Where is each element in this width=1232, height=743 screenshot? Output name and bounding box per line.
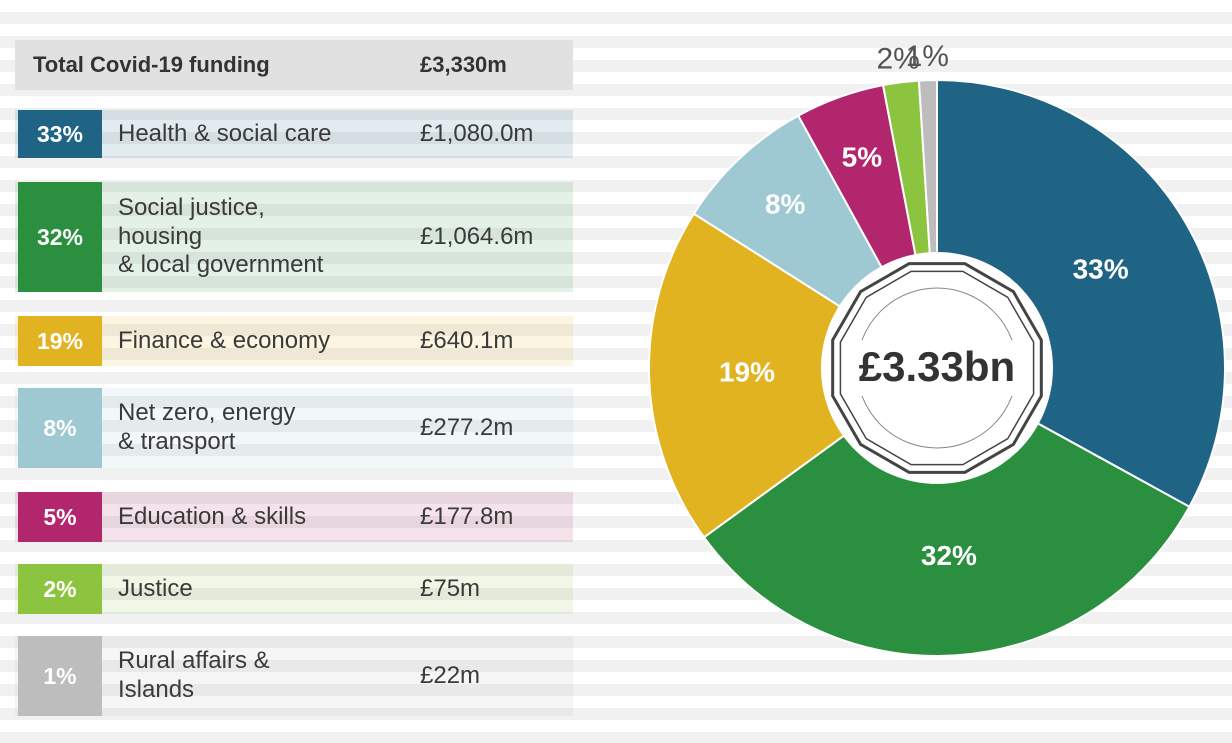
table-header: Total Covid-19 funding £3,330m xyxy=(15,40,573,90)
percent-badge: 5% xyxy=(18,492,102,542)
percent-badge: 8% xyxy=(18,388,102,468)
table-row: 5% Education & skills £177.8m xyxy=(15,492,573,542)
center-label: £3.33bn xyxy=(859,343,1015,390)
category-name: Finance & economy xyxy=(118,326,331,354)
percent-badge: 1% xyxy=(18,636,102,716)
percent-badge: 19% xyxy=(18,316,102,366)
slice-label: 19% xyxy=(719,356,775,387)
amount: £277.2m xyxy=(420,414,514,441)
pie-slice xyxy=(702,366,1191,657)
funding-table: Total Covid-19 funding £3,330m 33% Health… xyxy=(0,0,600,743)
percent-badge: 33% xyxy=(18,110,102,158)
row-background xyxy=(15,492,573,542)
table-row: 19% Finance & economy £640.1m xyxy=(15,316,573,366)
category-name: Health & social care xyxy=(118,119,332,147)
percent-badge: 32% xyxy=(18,182,102,292)
percent-badge: 2% xyxy=(18,564,102,614)
category-name: Net zero, energy & transport xyxy=(118,399,296,455)
slice-label: 33% xyxy=(1073,254,1129,285)
slice-label: 2% xyxy=(876,42,919,75)
header-label: Total Covid-19 funding xyxy=(33,51,270,77)
table-row: 2% Justice £75m xyxy=(15,564,573,614)
row-background xyxy=(15,636,573,716)
table-row: 1% Rural affairs & Islands £22m xyxy=(15,636,573,716)
slice-label: 1% xyxy=(906,40,949,73)
slice-label: 32% xyxy=(921,540,977,571)
category-name: Justice xyxy=(118,574,193,602)
badge-text-bg xyxy=(845,340,1029,396)
amount: £640.1m xyxy=(420,327,514,354)
category-name: Rural affairs & Islands xyxy=(118,647,270,703)
amount: £177.8m xyxy=(420,503,514,530)
category-name: Education & skills xyxy=(118,502,307,530)
slice-label: 8% xyxy=(765,189,806,220)
badge-inner xyxy=(839,270,1035,466)
amount: £1,080.0m xyxy=(420,120,534,147)
row-background xyxy=(15,110,573,158)
table-row: 8% Net zero, energy & transport £277.2m xyxy=(15,388,573,468)
table-row: 33% Health & social care £1,080.0m xyxy=(15,110,573,158)
amount: £22m xyxy=(420,662,481,689)
pie-slice xyxy=(648,212,939,539)
row-background xyxy=(15,388,573,468)
header-total: £3,330m xyxy=(420,52,507,77)
table-row: 32% Social justice, housing & local gover… xyxy=(15,182,573,292)
row-background xyxy=(15,564,573,614)
amount: £75m xyxy=(420,575,481,602)
amount: £1,064.6m xyxy=(420,223,534,250)
category-name: Social justice, housing & local governme… xyxy=(118,193,324,279)
slice-label: 5% xyxy=(842,142,883,173)
row-background xyxy=(15,182,573,292)
row-background xyxy=(15,316,573,366)
